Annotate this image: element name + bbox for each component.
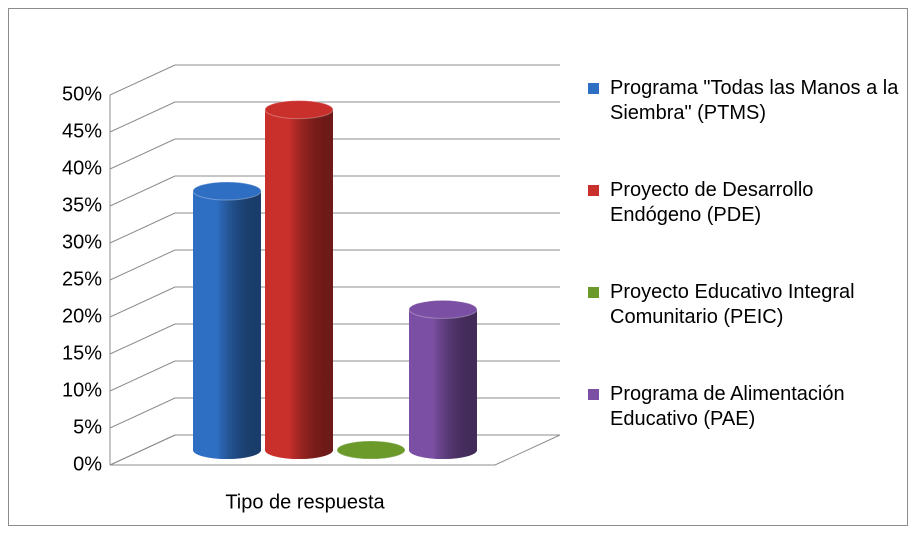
legend-entry: Proyecto Educativo Integral Comunitario … (588, 280, 908, 382)
legend-swatch (588, 185, 599, 196)
grid-line (109, 286, 176, 318)
grid-line (109, 323, 176, 355)
legend-swatch (588, 389, 599, 400)
legend-label: Programa de Alimentación Educativo (PAE) (610, 383, 845, 430)
y-tick-label: 5% (73, 416, 102, 438)
y-tick-label: 20% (62, 305, 102, 327)
grid-line (109, 101, 176, 133)
legend-entry: Programa de Alimentación Educativo (PAE) (588, 382, 908, 484)
legend-entry: Programa "Todas las Manos a la Siembra" … (588, 76, 908, 178)
legend-entry: Proyecto de Desarrollo Endógeno (PDE) (588, 178, 908, 280)
grid-line (109, 397, 176, 429)
y-tick-label: 0% (73, 453, 102, 475)
bar-shade (193, 191, 261, 459)
grid-line (109, 212, 176, 244)
grid-line (109, 138, 176, 170)
floor (109, 434, 561, 466)
grid-line (109, 175, 176, 207)
y-tick-label: 10% (62, 379, 102, 401)
grid-line (109, 249, 176, 281)
bar-shade (409, 309, 477, 459)
y-tick-label: 15% (62, 342, 102, 364)
legend: Programa "Todas las Manos a la Siembra" … (588, 76, 908, 484)
grid-line (109, 434, 176, 466)
y-tick-label: 45% (62, 120, 102, 142)
y-tick-label: 35% (62, 194, 102, 216)
y-tick-label: 30% (62, 231, 102, 253)
grid-line (109, 64, 176, 96)
legend-label: Programa "Todas las Manos a la Siembra" … (610, 77, 899, 124)
legend-label: Proyecto de Desarrollo Endógeno (PDE) (610, 179, 814, 226)
bar-top (192, 181, 262, 201)
legend-label: Proyecto Educativo Integral Comunitario … (610, 281, 855, 328)
legend-swatch (588, 83, 599, 94)
legend-swatch (588, 287, 599, 298)
chart-frame (8, 8, 908, 526)
bar-top (336, 440, 406, 460)
bar-shade (265, 109, 333, 459)
x-tick-label: Tipo de respuesta (225, 491, 385, 513)
y-tick-label: 25% (62, 268, 102, 290)
bar-top (408, 299, 478, 319)
y-tick-label: 50% (62, 83, 102, 105)
y-tick-label: 40% (62, 157, 102, 179)
grid-line (109, 360, 176, 392)
bar-top (264, 100, 334, 120)
